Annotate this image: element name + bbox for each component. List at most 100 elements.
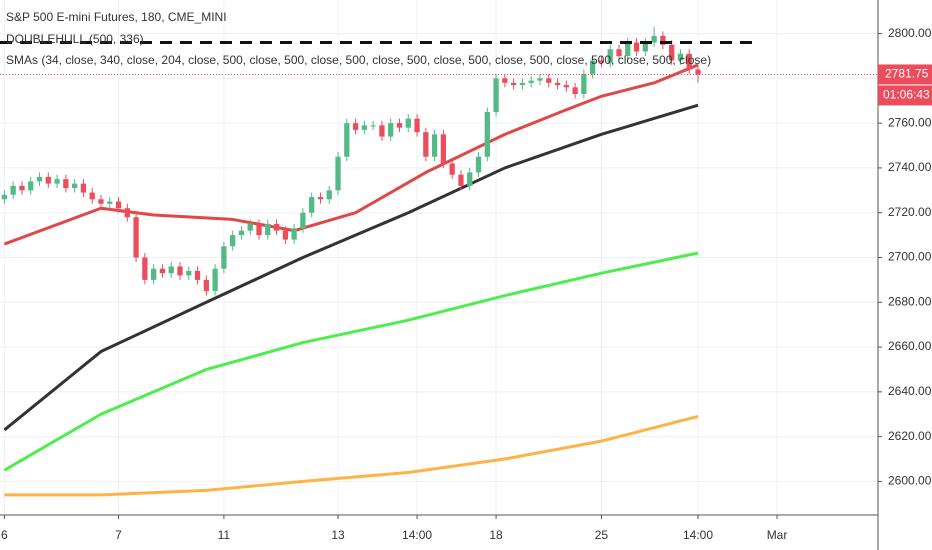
- candle-body: [537, 78, 543, 81]
- x-tick-label: 14:00: [402, 528, 432, 542]
- candle-body: [291, 228, 297, 240]
- candle-body: [230, 235, 236, 247]
- candle-body: [212, 268, 218, 292]
- candle-body: [370, 125, 376, 127]
- countdown-box: [878, 85, 932, 106]
- y-tick-label: 2660.00: [888, 339, 932, 353]
- candle-body: [115, 201, 122, 209]
- candle-body: [19, 185, 25, 191]
- candle-body: [458, 174, 464, 186]
- candle-body: [449, 163, 455, 175]
- candle-body: [554, 82, 561, 86]
- candle-body: [256, 223, 262, 236]
- candle-body: [546, 78, 552, 83]
- candle-body: [63, 179, 69, 189]
- y-tick-label: 2740.00: [888, 160, 932, 174]
- candle-body: [633, 42, 640, 52]
- candle-body: [159, 268, 166, 274]
- x-tick-label: 6: [1, 528, 8, 542]
- countdown: 01:06:43: [883, 88, 930, 102]
- indicator-label: SMAs (34, close, 340, close, 204, close,…: [6, 53, 711, 67]
- candle-body: [282, 230, 288, 240]
- indicator-label: DOUBLEHULL (500, 336): [6, 32, 144, 46]
- y-tick-label: 2680.00: [888, 294, 932, 308]
- candle-body: [335, 156, 341, 191]
- candle-body: [54, 179, 60, 184]
- candle-body: [1, 194, 8, 200]
- candle-body: [572, 87, 578, 95]
- candle-body: [177, 266, 183, 276]
- chart-title: S&P 500 E-mini Futures, 180, CME_MINI: [6, 10, 227, 24]
- candle-body: [203, 279, 209, 292]
- candle-body: [28, 181, 34, 191]
- y-tick-label: 2600.00: [888, 474, 932, 488]
- candle-body: [247, 223, 253, 231]
- candle-body: [405, 118, 411, 128]
- candle-body: [651, 35, 657, 43]
- x-tick-label: 13: [331, 528, 345, 542]
- candle-body: [510, 82, 517, 86]
- candle-body: [71, 183, 78, 189]
- last-price-box: [878, 64, 932, 85]
- candle-body: [686, 53, 692, 70]
- candle-body: [221, 246, 227, 269]
- candle-body: [607, 49, 613, 63]
- x-tick-label: Mar: [767, 528, 788, 542]
- candle-body: [396, 123, 403, 128]
- candle-body: [388, 123, 394, 137]
- y-tick-label: 2760.00: [888, 115, 932, 129]
- candle-body: [194, 270, 201, 280]
- candle-body: [361, 125, 368, 130]
- candle-body: [598, 60, 605, 63]
- y-tick-label: 2640.00: [888, 384, 932, 398]
- x-tick-label: 11: [218, 528, 231, 542]
- candle-body: [309, 197, 315, 213]
- candle-body: [317, 197, 324, 200]
- candle-body: [669, 44, 675, 61]
- candle-body: [484, 111, 490, 157]
- candle-body: [431, 134, 438, 157]
- candle-body: [677, 53, 684, 61]
- candle-body: [440, 134, 447, 164]
- candle-body: [528, 80, 534, 83]
- y-tick-label: 2800.00: [888, 26, 932, 40]
- candle-body: [89, 192, 95, 200]
- candle-body: [238, 230, 245, 236]
- candle-body: [493, 78, 499, 112]
- candle-body: [10, 185, 16, 195]
- x-tick-label: 14:00: [683, 528, 713, 542]
- candle-body: [326, 190, 332, 200]
- candle-body: [625, 42, 631, 56]
- candle-body: [36, 176, 43, 182]
- candle-body: [590, 60, 596, 74]
- sma-line: [3, 251, 699, 472]
- candle-body: [616, 49, 622, 56]
- candle-body: [423, 132, 429, 157]
- candle-body: [107, 201, 113, 204]
- y-tick-label: 2720.00: [888, 205, 932, 219]
- candle-body: [265, 223, 271, 236]
- candle-body: [300, 212, 306, 229]
- candle-body: [186, 270, 192, 276]
- candle-body: [45, 176, 51, 184]
- x-tick-label: 18: [489, 528, 503, 542]
- candle-body: [695, 69, 701, 75]
- candle-body: [379, 125, 385, 137]
- candle-body: [414, 118, 420, 133]
- candle-body: [133, 217, 139, 258]
- candle-body: [581, 73, 587, 95]
- candle-body: [151, 268, 157, 280]
- y-tick-label: 2700.00: [888, 250, 932, 264]
- x-tick-label: 7: [115, 528, 122, 542]
- sma-line: [3, 103, 699, 432]
- candle-body: [352, 123, 359, 130]
- candle-body: [273, 223, 280, 231]
- candle-body: [502, 78, 508, 83]
- candle-body: [563, 85, 569, 88]
- candle-body: [80, 183, 87, 193]
- candle-body: [168, 266, 174, 274]
- candle-body: [344, 123, 350, 157]
- candle-body: [124, 208, 130, 218]
- candle-body: [98, 199, 104, 204]
